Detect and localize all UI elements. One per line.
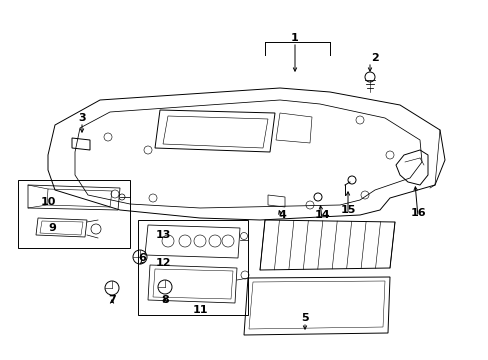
- Text: 6: 6: [138, 253, 145, 263]
- Text: 11: 11: [192, 305, 207, 315]
- Text: 1: 1: [290, 33, 298, 43]
- Text: 14: 14: [314, 210, 329, 220]
- Text: 4: 4: [278, 210, 285, 220]
- Text: 5: 5: [301, 313, 308, 323]
- Text: 2: 2: [370, 53, 378, 63]
- Text: 15: 15: [340, 205, 355, 215]
- Text: 13: 13: [155, 230, 170, 240]
- Text: 16: 16: [409, 208, 425, 218]
- Text: 10: 10: [40, 197, 56, 207]
- Text: 7: 7: [108, 295, 116, 305]
- Text: 8: 8: [161, 295, 168, 305]
- Text: 3: 3: [78, 113, 85, 123]
- Text: 12: 12: [155, 258, 170, 268]
- Text: 9: 9: [48, 223, 56, 233]
